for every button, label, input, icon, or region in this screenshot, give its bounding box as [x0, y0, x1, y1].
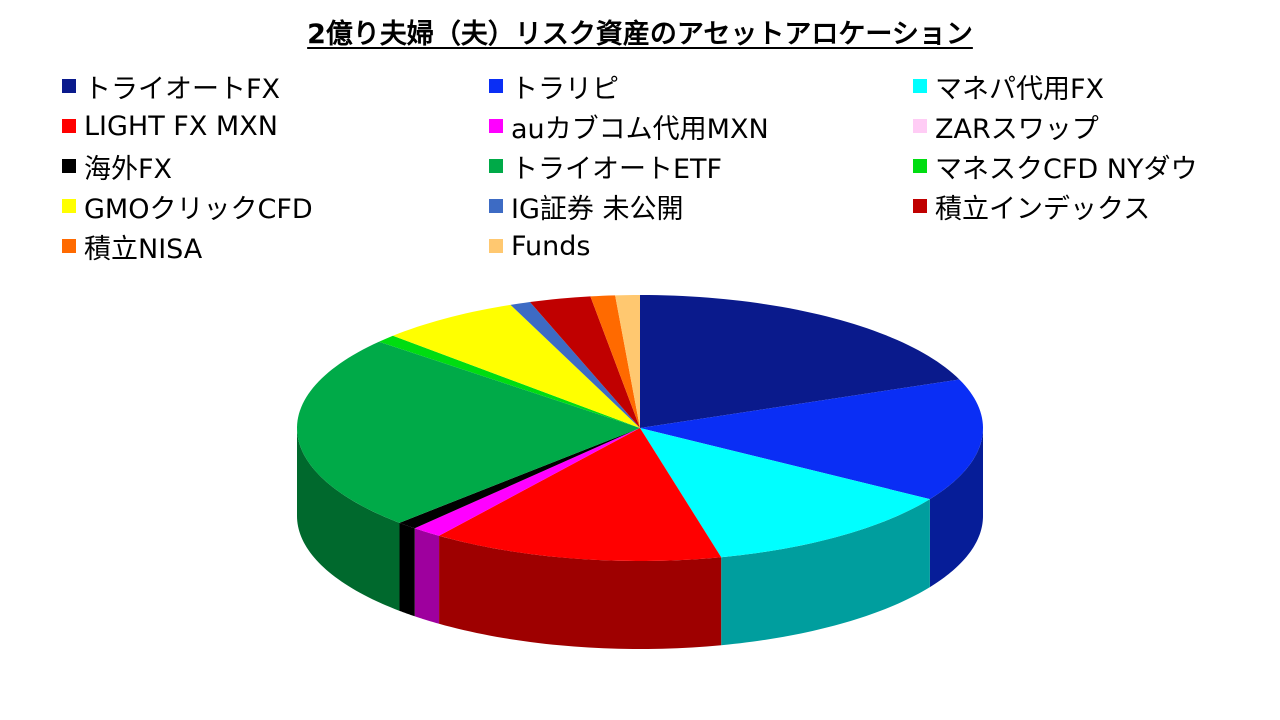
pie-sides [297, 428, 983, 649]
legend-swatch [489, 159, 503, 173]
legend-swatch [489, 199, 503, 213]
pie-tops [297, 295, 983, 561]
legend-swatch [913, 119, 927, 133]
legend-swatch [489, 119, 503, 133]
pie-slice [615, 295, 640, 428]
pie-slice-side [439, 535, 722, 649]
pie-slice-side [929, 428, 983, 588]
legend-label: ZARスワップ [935, 113, 1099, 145]
legend-swatch [913, 79, 927, 93]
legend-item: IG証券 未公開 [489, 186, 913, 226]
legend-swatch [62, 239, 76, 253]
legend-item: トライオートETF [489, 146, 913, 186]
legend-label: トラリピ [511, 73, 619, 105]
legend-item: LIGHT FX MXN [62, 106, 489, 146]
legend-label: 海外FX [84, 153, 173, 185]
legend-item: マネパ代用FX [913, 66, 1253, 106]
pie-slice [510, 302, 640, 428]
legend-label: LIGHT FX MXN [84, 110, 278, 142]
legend-label: トライオートETF [511, 153, 723, 185]
legend-item: トラリピ [489, 66, 913, 106]
pie-slice [439, 428, 722, 561]
legend-label: GMOクリックCFD [84, 193, 313, 225]
pie-slice-side [414, 528, 440, 624]
legend-label: IG証券 未公開 [511, 193, 684, 225]
pie-slice [414, 428, 640, 536]
pie-slice [297, 341, 640, 523]
pie-slice [379, 335, 640, 428]
legend-label: マネパ代用FX [935, 73, 1105, 105]
legend-item: 積立NISA [62, 226, 489, 266]
legend-swatch [62, 199, 76, 213]
legend-swatch [489, 239, 503, 253]
pie-slice [640, 428, 930, 558]
legend-item: auカブコム代用MXN [489, 106, 913, 146]
chart-title: 2億り夫婦（夫）リスク資産のアセットアロケーション [307, 19, 973, 50]
legend-item: GMOクリックCFD [62, 186, 489, 226]
pie-slice-side [297, 428, 400, 611]
pie-slice [392, 304, 640, 428]
legend-swatch [489, 79, 503, 93]
pie-slice-side [399, 522, 415, 617]
legend-item: 積立インデックス [913, 186, 1253, 226]
legend-label: Funds [511, 230, 591, 262]
pie-slice [399, 428, 640, 529]
legend-swatch [913, 159, 927, 173]
legend-item: 海外FX [62, 146, 489, 186]
pie-slice [590, 295, 640, 428]
legend-swatch [913, 199, 927, 213]
legend-item: マネスクCFD NYダウ [913, 146, 1253, 186]
legend-swatch [62, 119, 76, 133]
pie-slice-side [721, 499, 930, 646]
legend-item: Funds [489, 226, 913, 266]
legend-item: トライオートFX [62, 66, 489, 106]
legend-label: 積立NISA [84, 233, 203, 265]
pie-slice [640, 295, 960, 428]
legend-label: マネスクCFD NYダウ [935, 153, 1198, 185]
pie-slice [640, 379, 983, 500]
legend-label: 積立インデックス [935, 193, 1151, 225]
pie-slice [529, 296, 640, 428]
legend-label: トライオートFX [84, 73, 281, 105]
legend-swatch [62, 159, 76, 173]
legend-item: ZARスワップ [913, 106, 1253, 146]
chart-legend: トライオートFX トラリピ マネパ代用FX LIGHT FX MXN auカブコム代用M… [62, 66, 1262, 266]
legend-swatch [62, 79, 76, 93]
legend-label: auカブコム代用MXN [511, 113, 769, 145]
